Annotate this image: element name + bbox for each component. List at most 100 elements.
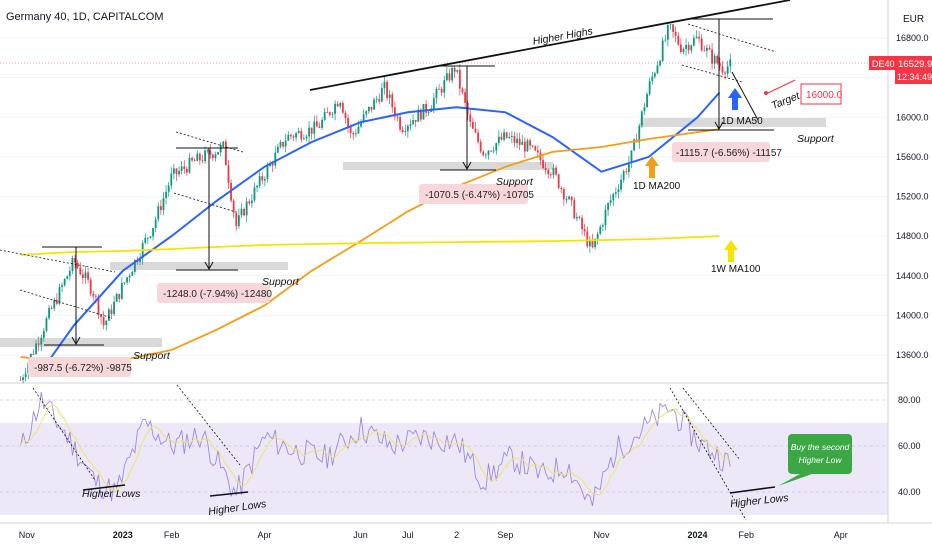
candle-body <box>575 216 578 219</box>
candle-body <box>536 150 539 153</box>
candle-body <box>713 56 716 64</box>
candle-body <box>383 81 386 89</box>
candle-body <box>58 286 61 304</box>
ma200-label: 1D MA200 <box>633 181 681 192</box>
drop-label-4: -1115.7 (-6.56%) -11157 <box>676 148 782 159</box>
symbol-tag-text: DE40 <box>872 59 895 69</box>
candle-body <box>76 262 79 268</box>
measure-arrowhead <box>204 261 214 271</box>
price-tick-label: 16000.0 <box>896 112 929 122</box>
time-tick-label: 2023 <box>113 530 133 540</box>
candle-body <box>313 121 316 134</box>
candle-body <box>711 49 713 64</box>
candle-body <box>97 296 100 315</box>
candle-body <box>289 134 292 137</box>
candle-body <box>703 50 706 52</box>
candle-body <box>443 80 446 93</box>
candle-body <box>677 35 680 45</box>
candle-body <box>646 94 648 108</box>
higher-lows-line <box>209 491 249 497</box>
candle-body <box>81 274 84 279</box>
candle-body <box>50 308 53 309</box>
rsi-tick-label: 60.00 <box>898 441 921 451</box>
candle-body <box>276 146 279 153</box>
symbol-tag <box>869 56 895 70</box>
candle-body <box>128 275 131 278</box>
candle-body <box>227 165 230 183</box>
candle-body <box>562 188 565 200</box>
candle-body <box>672 24 674 32</box>
candle-body <box>609 200 612 204</box>
candle-body <box>448 73 451 81</box>
candle-body <box>235 212 238 227</box>
last-price-text: 16529.9 <box>898 59 932 70</box>
candle-body <box>552 167 555 176</box>
support-zone <box>640 118 826 127</box>
candle-body <box>94 295 97 297</box>
target-arrow-line <box>767 79 796 94</box>
candle-body <box>643 107 646 112</box>
candle-body <box>469 114 472 122</box>
candle-body <box>123 282 126 284</box>
channel-line <box>173 192 237 213</box>
price-tick-label: 14000.0 <box>896 310 929 320</box>
candle-body <box>224 141 227 166</box>
measure-arrowhead <box>71 336 81 346</box>
candle-body <box>245 201 248 216</box>
candle-body <box>414 120 417 122</box>
rsi-tick-label: 40.00 <box>898 487 921 497</box>
candle-body <box>599 226 602 234</box>
candle-body <box>63 278 66 286</box>
candle-body <box>409 124 412 126</box>
candle-body <box>339 103 342 107</box>
drop-box-1 <box>28 357 131 377</box>
candle-body <box>620 179 622 190</box>
candle-body <box>295 133 297 138</box>
candle-body <box>445 73 448 81</box>
candle-body <box>183 166 186 169</box>
candle-body <box>531 145 534 147</box>
candle-body <box>185 168 188 173</box>
candle-body <box>55 299 58 304</box>
candle-body <box>131 271 134 276</box>
candle-body <box>253 187 256 201</box>
candle-body <box>243 208 245 216</box>
candle-body <box>698 36 700 39</box>
candle-body <box>588 240 591 247</box>
candle-body <box>399 116 401 130</box>
ma50-label: 1D MA50 <box>721 116 763 127</box>
candle-body <box>159 206 162 211</box>
candle-body <box>518 138 521 145</box>
higher-lows-line <box>82 484 126 491</box>
price-tick-label: 15600.0 <box>896 152 929 162</box>
candle-body <box>435 88 438 99</box>
candle-body <box>661 40 664 62</box>
drop-box-2 <box>157 283 270 303</box>
time-tick-label: Feb <box>739 530 755 540</box>
candle-body <box>726 66 729 74</box>
currency-label[interactable]: EUR <box>903 14 924 25</box>
candle-body <box>274 152 277 166</box>
candle-body <box>547 169 550 175</box>
candle-body <box>308 127 310 137</box>
candle-body <box>375 98 378 100</box>
candle-body <box>570 196 573 201</box>
candle-body <box>607 203 609 210</box>
candle-body <box>45 318 48 331</box>
candle-body <box>367 106 370 112</box>
candle-body <box>162 198 165 211</box>
buy-note-bubble <box>778 434 852 486</box>
candle-body <box>700 38 703 51</box>
candle-body <box>152 228 154 237</box>
rsi-band <box>0 423 888 515</box>
candle-body <box>534 146 537 151</box>
candle-body <box>191 157 193 161</box>
candle-body <box>500 136 503 140</box>
candle-body <box>68 271 71 277</box>
candle-body <box>61 285 63 287</box>
rsi-trendline <box>669 387 747 521</box>
candle-body <box>341 103 344 113</box>
rsi-trendline <box>682 387 741 461</box>
candle-body <box>40 337 43 345</box>
candle-body <box>22 377 24 380</box>
